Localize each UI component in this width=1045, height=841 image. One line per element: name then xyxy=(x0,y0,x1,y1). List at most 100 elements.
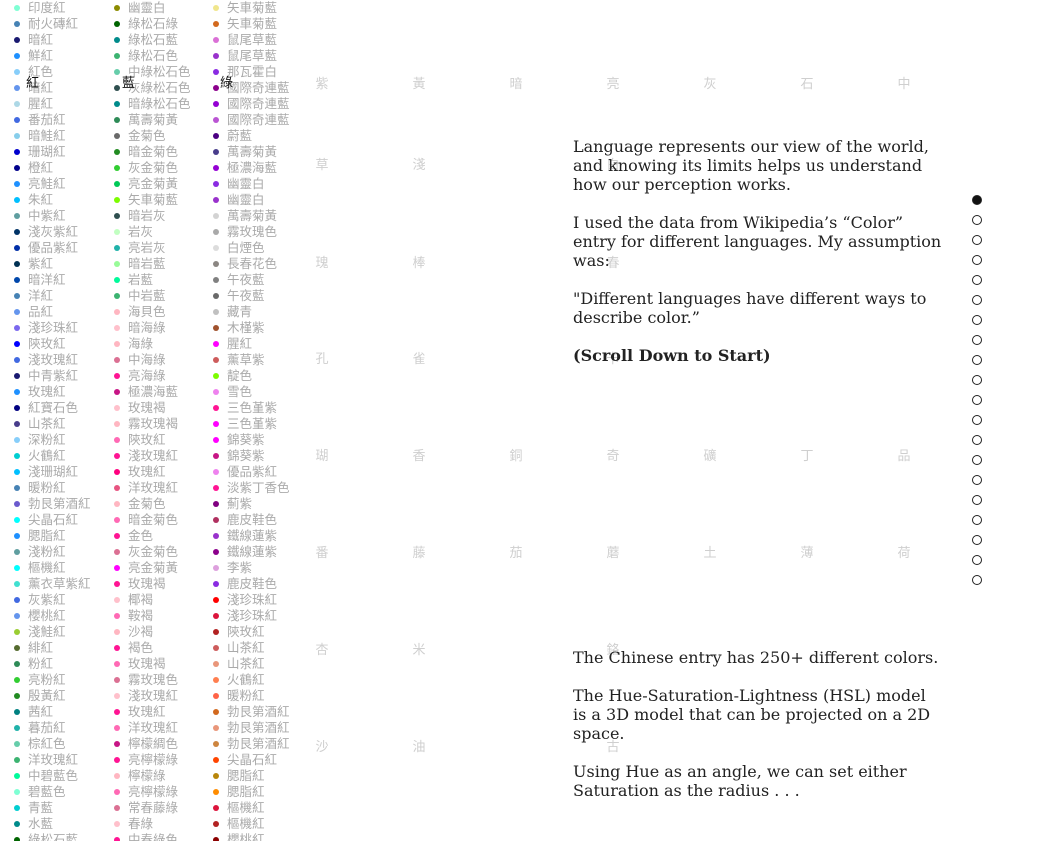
section-nav-dot[interactable] xyxy=(972,555,982,565)
color-swatch-dot xyxy=(213,437,219,443)
color-name-label: 腥紅 xyxy=(28,96,54,111)
color-name-label: 淺玫瑰紅 xyxy=(128,688,179,703)
color-swatch-dot xyxy=(213,501,219,507)
color-name-label: 淺珍珠紅 xyxy=(28,320,79,335)
color-swatch-dot xyxy=(213,405,219,411)
section-nav-dot[interactable] xyxy=(972,535,982,545)
section-nav-dot[interactable] xyxy=(972,295,982,305)
color-swatch-dot xyxy=(213,421,219,427)
color-name-label: 極濃海藍 xyxy=(227,160,278,175)
color-name-label: 亮海綠 xyxy=(128,368,166,383)
color-name-label: 國際奇連藍 xyxy=(227,80,290,95)
color-name-label: 青藍 xyxy=(28,800,54,815)
section2-paragraph-1: The Chinese entry has 250+ different col… xyxy=(573,648,939,667)
color-swatch-dot xyxy=(14,501,20,507)
grid-character: 古 xyxy=(606,740,620,755)
color-name-label: 暮茄紅 xyxy=(28,720,66,735)
color-name-label: 鼠尾草藍 xyxy=(227,48,278,63)
color-swatch-dot xyxy=(114,725,120,731)
color-name-label: 金色 xyxy=(128,528,154,543)
color-name-label: 橙紅 xyxy=(28,160,54,175)
section-nav-dot[interactable] xyxy=(972,255,982,265)
section-nav-dot[interactable] xyxy=(972,315,982,325)
color-swatch-dot xyxy=(114,5,120,11)
color-swatch-dot xyxy=(14,117,20,123)
grid-character: 草 xyxy=(315,158,329,173)
color-swatch-dot xyxy=(213,789,219,795)
color-swatch-dot xyxy=(213,677,219,683)
color-swatch-dot xyxy=(114,69,120,75)
color-swatch-dot xyxy=(14,341,20,347)
color-name-label: 暗綠松石色 xyxy=(128,96,191,111)
color-name-label: 萬壽菊黃 xyxy=(227,208,278,223)
section-nav-dot[interactable] xyxy=(972,355,982,365)
color-name-label: 棕紅色 xyxy=(28,736,66,751)
color-swatch-dot xyxy=(14,213,20,219)
color-name-label: 火鶴紅 xyxy=(28,448,66,463)
color-name-label: 腮脂紅 xyxy=(227,768,265,783)
color-name-label: 陝玫紅 xyxy=(128,432,166,447)
section-nav-dot[interactable] xyxy=(972,235,982,245)
section-nav-dot[interactable] xyxy=(972,395,982,405)
color-swatch-dot xyxy=(114,789,120,795)
color-swatch-dot xyxy=(213,229,219,235)
color-swatch-dot xyxy=(213,549,219,555)
grid-character: 灰 xyxy=(703,77,717,92)
color-swatch-dot xyxy=(114,837,120,841)
section-nav-dot[interactable] xyxy=(972,575,982,585)
color-swatch-dot xyxy=(213,821,219,827)
section-nav-dot[interactable] xyxy=(972,475,982,485)
section-nav-dot[interactable] xyxy=(972,215,982,225)
color-name-label: 紅色 xyxy=(28,64,54,79)
column-header-blue: 藍 xyxy=(122,76,136,91)
color-swatch-dot xyxy=(114,613,120,619)
color-name-label: 珊瑚紅 xyxy=(28,144,66,159)
color-name-label: 洋玫瑰紅 xyxy=(128,480,179,495)
section2-paragraph-2: The Hue-Saturation-Lightness (HSL) model… xyxy=(573,686,931,743)
color-swatch-dot xyxy=(114,133,120,139)
color-name-label: 檸檬綢色 xyxy=(128,736,179,751)
section-nav-dot[interactable] xyxy=(972,195,982,205)
section-nav-dot[interactable] xyxy=(972,335,982,345)
color-swatch-dot xyxy=(114,389,120,395)
color-name-label: 洋玫瑰紅 xyxy=(28,752,79,767)
color-swatch-dot xyxy=(213,661,219,667)
section-nav-dot[interactable] xyxy=(972,515,982,525)
color-name-label: 薰衣草紫紅 xyxy=(28,576,91,591)
color-swatch-dot xyxy=(14,85,20,91)
section-nav-dot[interactable] xyxy=(972,275,982,285)
grid-character: 油 xyxy=(412,740,426,755)
color-name-label: 綠松石藍 xyxy=(128,32,179,47)
color-swatch-dot xyxy=(114,373,120,379)
color-swatch-dot xyxy=(114,101,120,107)
color-name-label: 亮檸檬綠 xyxy=(128,752,179,767)
color-name-label: 鐵線蓮紫 xyxy=(227,544,278,559)
color-swatch-dot xyxy=(14,485,20,491)
color-name-label: 陝玫紅 xyxy=(227,624,265,639)
color-swatch-dot xyxy=(213,773,219,779)
color-name-label: 暖粉紅 xyxy=(227,688,265,703)
color-swatch-dot xyxy=(213,53,219,59)
color-name-label: 中碧藍色 xyxy=(28,768,79,783)
color-name-label: 鮮紅 xyxy=(28,48,54,63)
color-name-label: 極濃海藍 xyxy=(128,384,179,399)
section-nav-dot[interactable] xyxy=(972,435,982,445)
color-swatch-dot xyxy=(14,741,20,747)
color-name-label: 矢車菊藍 xyxy=(227,0,278,15)
color-swatch-dot xyxy=(14,597,20,603)
color-swatch-dot xyxy=(213,5,219,11)
color-name-label: 火鶴紅 xyxy=(227,672,265,687)
section-nav-dot[interactable] xyxy=(972,495,982,505)
color-name-label: 品紅 xyxy=(28,304,54,319)
color-swatch-dot xyxy=(14,357,20,363)
section-nav-dot[interactable] xyxy=(972,415,982,425)
section-nav-dot[interactable] xyxy=(972,455,982,465)
color-swatch-dot xyxy=(114,677,120,683)
color-swatch-dot xyxy=(14,613,20,619)
grid-character: 薄 xyxy=(800,546,814,561)
color-name-label: 淡紫丁香色 xyxy=(227,480,290,495)
color-name-label: 霧玫瑰色 xyxy=(128,672,179,687)
section-nav-dot[interactable] xyxy=(972,375,982,385)
color-swatch-dot xyxy=(114,485,120,491)
color-swatch-dot xyxy=(114,581,120,587)
